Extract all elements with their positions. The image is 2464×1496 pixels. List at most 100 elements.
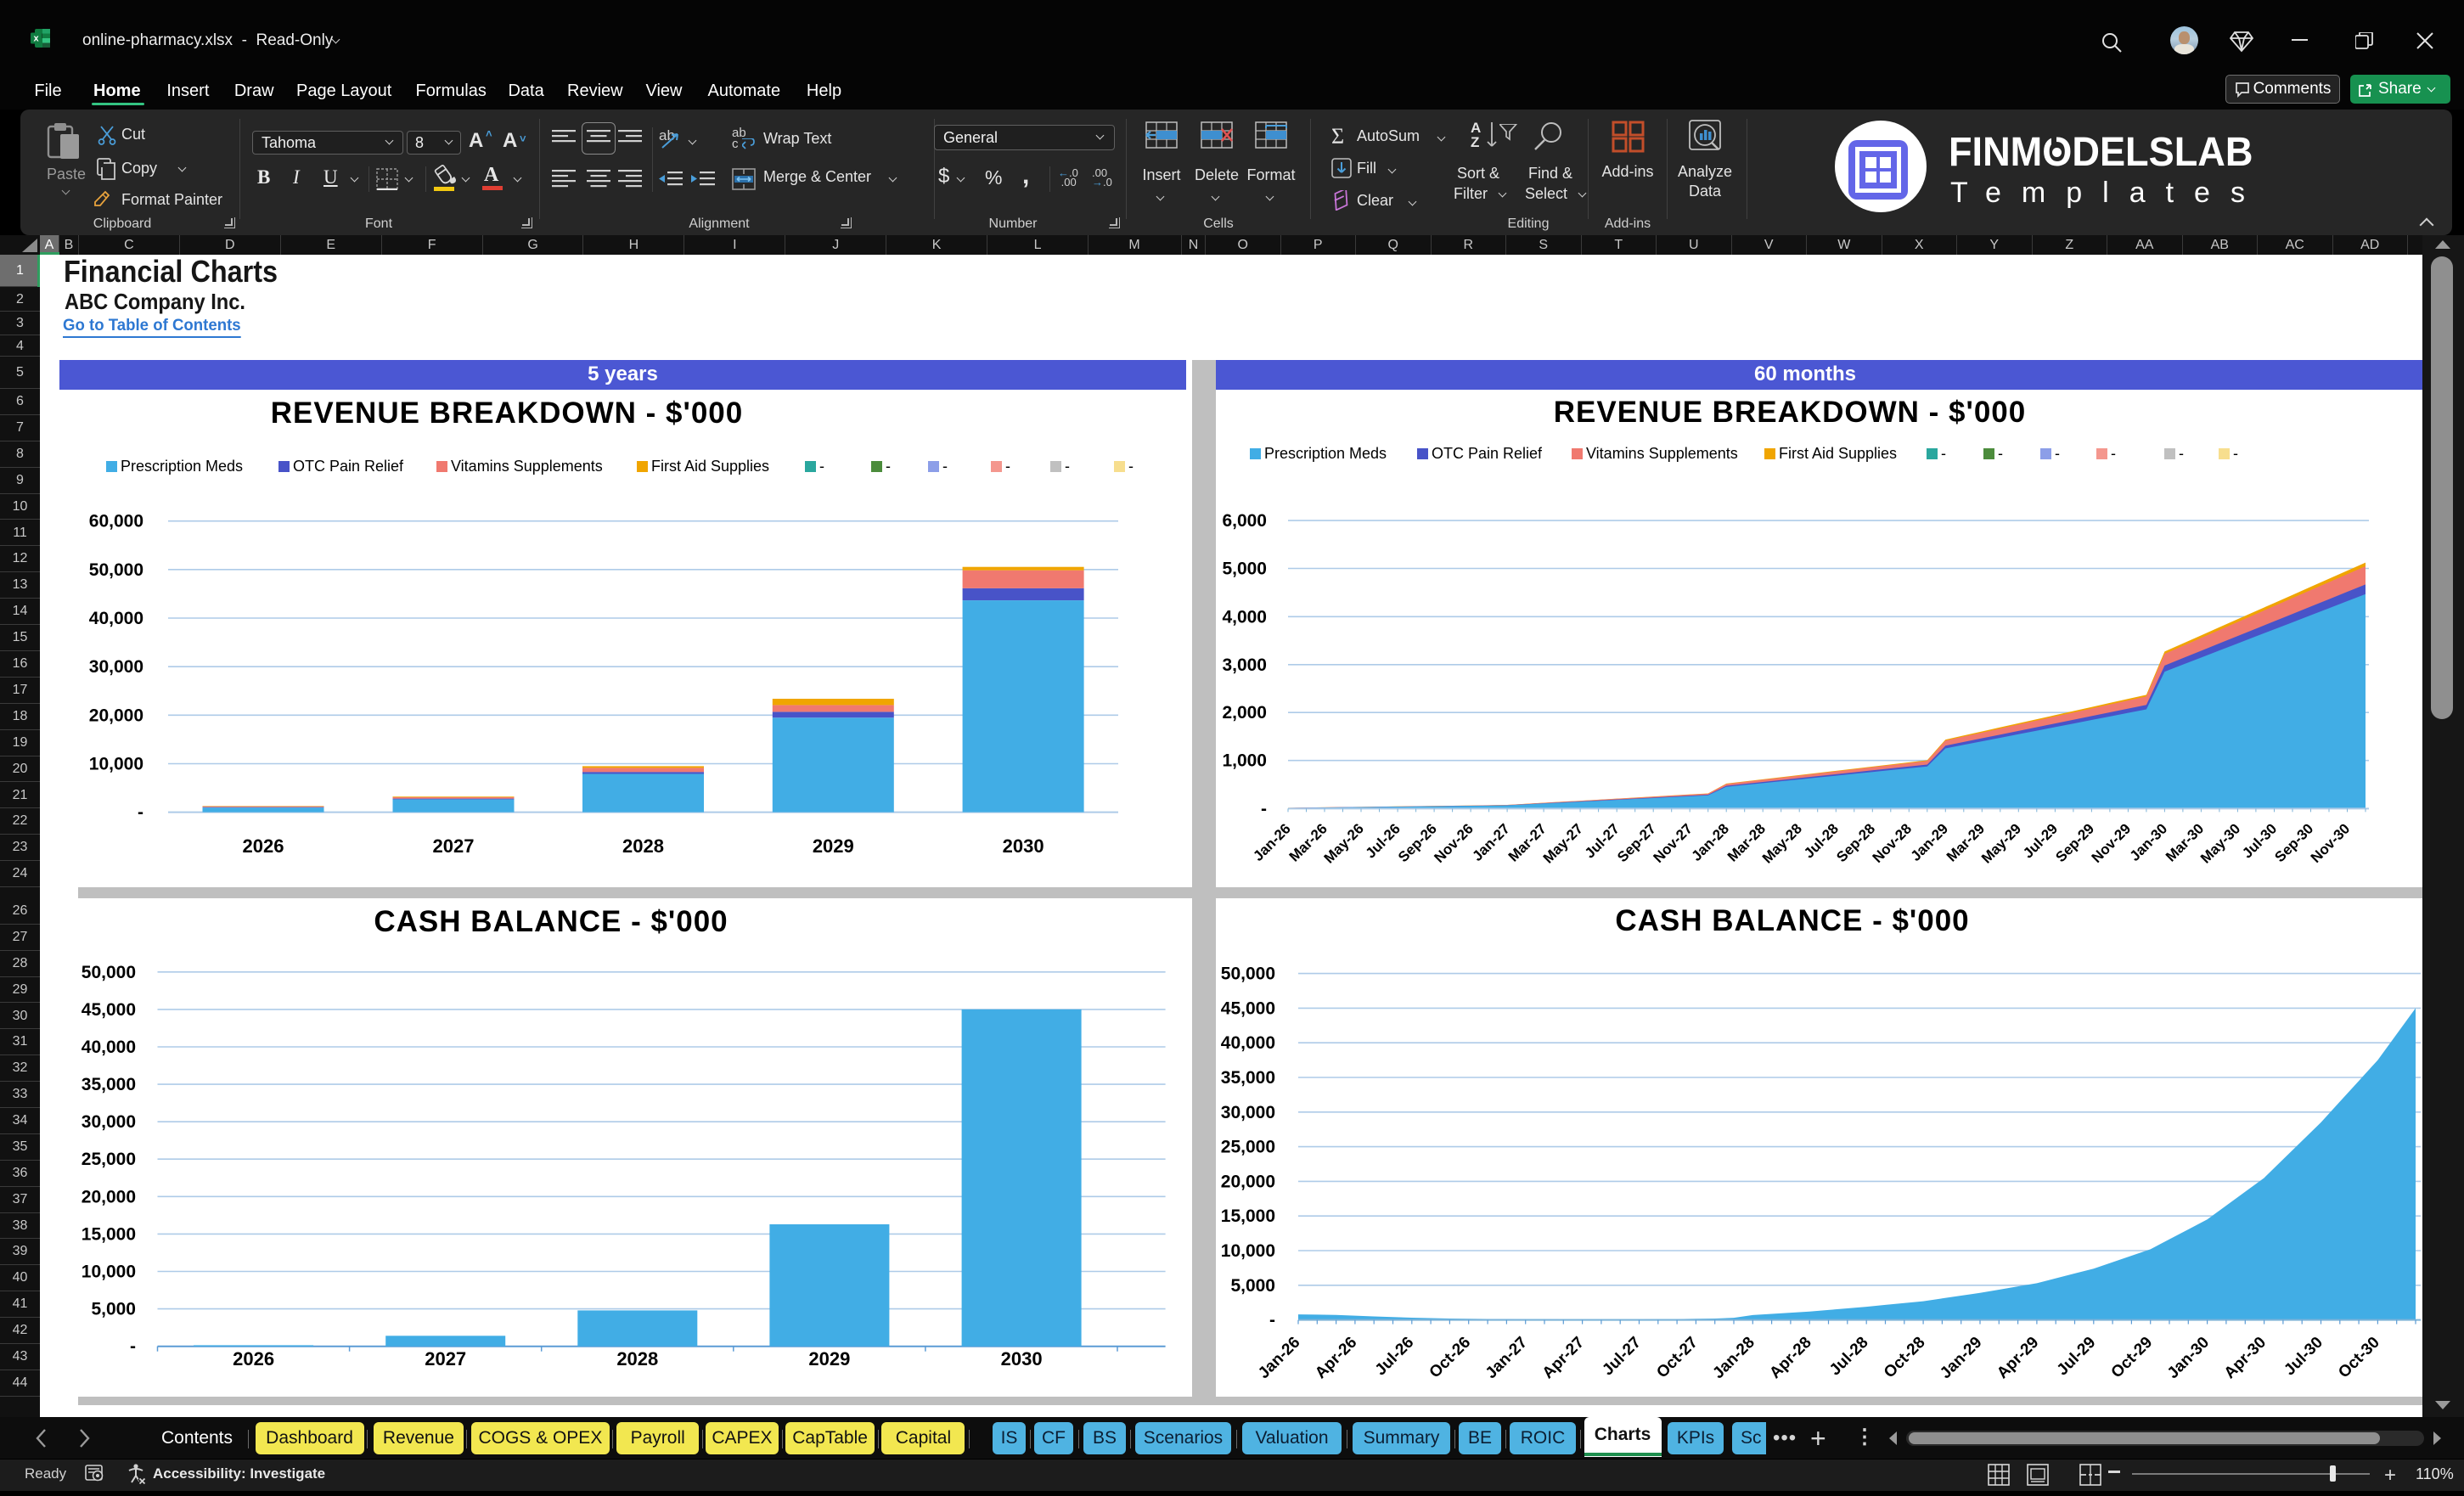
- svg-text:-: -: [1005, 458, 1010, 475]
- svg-text:-: -: [2111, 445, 2116, 462]
- svg-text:Oct-29: Oct-29: [2108, 1334, 2157, 1382]
- svg-text:First Aid Supplies: First Aid Supplies: [651, 458, 769, 475]
- svg-text:Jan-30: Jan-30: [2164, 1334, 2213, 1382]
- svg-text:50,000: 50,000: [1221, 965, 1275, 984]
- svg-text:2030: 2030: [1001, 1348, 1043, 1369]
- svg-text:REVENUE BREAKDOWN - $'000: REVENUE BREAKDOWN - $'000: [1554, 396, 2026, 429]
- svg-text:35,000: 35,000: [1221, 1068, 1275, 1088]
- svg-text:Jan-27: Jan-27: [1469, 820, 1513, 864]
- svg-text:Nov-28: Nov-28: [1870, 820, 1916, 866]
- svg-text:30,000: 30,000: [1221, 1103, 1275, 1122]
- svg-text:Nov-26: Nov-26: [1431, 820, 1477, 866]
- svg-text:Jan-30: Jan-30: [2127, 820, 2171, 864]
- svg-text:Jan-26: Jan-26: [1250, 820, 1294, 864]
- svg-text:30,000: 30,000: [89, 657, 143, 677]
- svg-text:-: -: [1128, 458, 1134, 475]
- svg-text:3,000: 3,000: [1222, 655, 1267, 675]
- svg-text:10,000: 10,000: [1221, 1241, 1275, 1261]
- svg-text:2030: 2030: [1003, 835, 1044, 857]
- svg-text:Oct-30: Oct-30: [2335, 1334, 2383, 1382]
- svg-text:x: x: [33, 34, 39, 44]
- svg-text:1,000: 1,000: [1222, 751, 1267, 771]
- svg-text:Prescription Meds: Prescription Meds: [1264, 445, 1387, 462]
- svg-text:Sep-28: Sep-28: [1833, 820, 1878, 865]
- svg-text:2028: 2028: [616, 1348, 658, 1369]
- svg-text:May-29: May-29: [1978, 820, 2024, 866]
- svg-text:2,000: 2,000: [1222, 703, 1267, 723]
- svg-text:Apr-28: Apr-28: [1766, 1334, 1814, 1382]
- svg-text:2027: 2027: [425, 1348, 466, 1369]
- svg-text:15,000: 15,000: [1221, 1206, 1275, 1226]
- svg-text:Jan-26: Jan-26: [1255, 1334, 1303, 1382]
- svg-text:Prescription Meds: Prescription Meds: [121, 458, 243, 475]
- svg-text:Vitamins Supplements: Vitamins Supplements: [451, 458, 603, 475]
- svg-text:2027: 2027: [433, 835, 475, 857]
- svg-text:May-26: May-26: [1321, 820, 1367, 866]
- svg-text:45,000: 45,000: [1221, 998, 1275, 1018]
- svg-text:40,000: 40,000: [89, 609, 143, 628]
- svg-text:-: -: [1941, 445, 1946, 462]
- svg-text:2026: 2026: [243, 835, 284, 857]
- svg-text:40,000: 40,000: [82, 1038, 136, 1057]
- svg-text:-: -: [942, 458, 948, 475]
- svg-text:Jan-29: Jan-29: [1937, 1334, 1985, 1382]
- svg-text:20,000: 20,000: [1221, 1172, 1275, 1191]
- svg-text:40,000: 40,000: [1221, 1033, 1275, 1053]
- svg-text:-: -: [2055, 445, 2060, 462]
- svg-text:May-28: May-28: [1759, 820, 1805, 866]
- svg-text:Apr-27: Apr-27: [1539, 1334, 1588, 1382]
- svg-text:-: -: [138, 803, 143, 823]
- svg-text:4,000: 4,000: [1222, 607, 1267, 627]
- svg-text:60,000: 60,000: [89, 512, 143, 531]
- svg-text:2029: 2029: [808, 1348, 850, 1369]
- svg-text:2029: 2029: [813, 835, 854, 857]
- svg-text:CASH BALANCE - $'000: CASH BALANCE - $'000: [374, 905, 728, 938]
- svg-text:Jul-28: Jul-28: [1826, 1334, 1872, 1380]
- svg-text:20,000: 20,000: [82, 1187, 136, 1206]
- svg-text:25,000: 25,000: [82, 1150, 136, 1169]
- svg-text:2028: 2028: [622, 835, 664, 857]
- svg-text:-: -: [886, 458, 891, 475]
- svg-text:Apr-26: Apr-26: [1312, 1334, 1360, 1382]
- svg-text:Jul-29: Jul-29: [2054, 1334, 2100, 1380]
- svg-text:-: -: [1261, 799, 1267, 818]
- svg-text:Sep-26: Sep-26: [1395, 820, 1440, 865]
- svg-text:20,000: 20,000: [89, 706, 143, 725]
- svg-text:Jul-26: Jul-26: [1372, 1334, 1418, 1380]
- svg-text:Apr-30: Apr-30: [2221, 1334, 2270, 1382]
- svg-text:Vitamins Supplements: Vitamins Supplements: [1586, 445, 1738, 462]
- svg-text:50,000: 50,000: [89, 560, 143, 580]
- svg-text:Sep-30: Sep-30: [2271, 820, 2316, 865]
- svg-text:5,000: 5,000: [1230, 1276, 1275, 1296]
- svg-text:Nov-30: Nov-30: [2308, 820, 2354, 866]
- svg-text:-: -: [1998, 445, 2003, 462]
- svg-text:Jul-30: Jul-30: [2281, 1334, 2326, 1380]
- svg-text:CASH BALANCE - $'000: CASH BALANCE - $'000: [1615, 904, 1969, 937]
- svg-text:10,000: 10,000: [82, 1263, 136, 1282]
- svg-text:50,000: 50,000: [82, 963, 136, 982]
- svg-text:15,000: 15,000: [82, 1224, 136, 1244]
- svg-text:OTC Pain Relief: OTC Pain Relief: [293, 458, 404, 475]
- svg-text:25,000: 25,000: [1221, 1138, 1275, 1157]
- svg-text:Oct-27: Oct-27: [1653, 1334, 1702, 1382]
- svg-text:Jan-28: Jan-28: [1709, 1334, 1758, 1382]
- svg-text:Nov-27: Nov-27: [1650, 820, 1696, 866]
- svg-text:Sep-29: Sep-29: [2052, 820, 2097, 865]
- svg-text:45,000: 45,000: [82, 1000, 136, 1020]
- svg-text:First Aid Supplies: First Aid Supplies: [1779, 445, 1897, 462]
- svg-text:-: -: [2233, 445, 2238, 462]
- svg-text:-: -: [819, 458, 824, 475]
- svg-text:5,000: 5,000: [91, 1300, 136, 1319]
- svg-text:5,000: 5,000: [1222, 560, 1267, 579]
- svg-text:Jan-28: Jan-28: [1689, 820, 1733, 864]
- svg-text:-: -: [130, 1337, 136, 1357]
- svg-text:-: -: [1269, 1311, 1275, 1330]
- svg-text:May-30: May-30: [2197, 820, 2243, 866]
- svg-text:2026: 2026: [233, 1348, 274, 1369]
- svg-text:Sep-27: Sep-27: [1614, 820, 1659, 865]
- svg-text:REVENUE BREAKDOWN - $'000: REVENUE BREAKDOWN - $'000: [271, 396, 743, 430]
- svg-text:-: -: [2179, 445, 2184, 462]
- svg-text:Oct-28: Oct-28: [1881, 1334, 1929, 1382]
- svg-text:-: -: [1065, 458, 1070, 475]
- svg-text:May-27: May-27: [1540, 820, 1586, 866]
